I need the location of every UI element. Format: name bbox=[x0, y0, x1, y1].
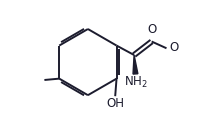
Text: NH$_2$: NH$_2$ bbox=[124, 75, 148, 90]
Polygon shape bbox=[133, 55, 138, 74]
Text: OH: OH bbox=[106, 97, 124, 110]
Text: O: O bbox=[169, 41, 178, 55]
Text: O: O bbox=[148, 23, 157, 36]
